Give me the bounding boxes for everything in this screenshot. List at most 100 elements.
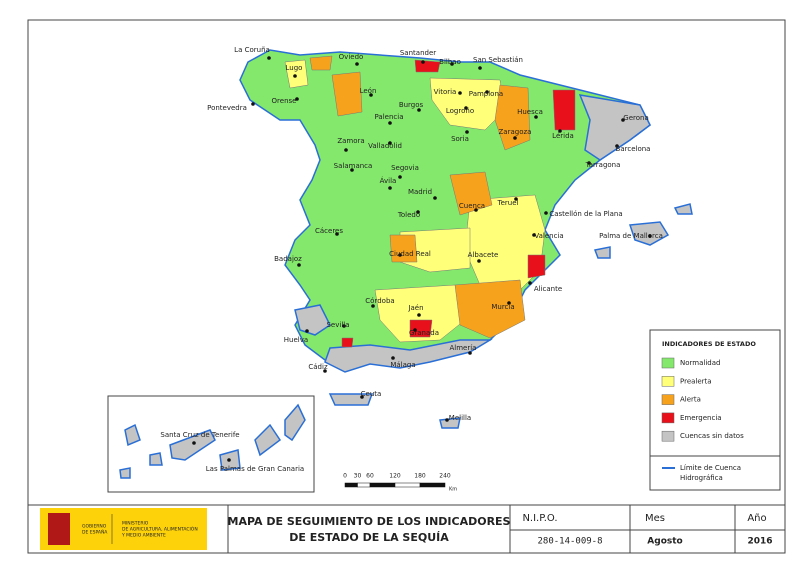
city-dot (391, 356, 395, 360)
city-dot (417, 313, 421, 317)
legend-swatch (661, 376, 675, 387)
city-label: Orense (272, 97, 297, 105)
city-dot (474, 208, 478, 212)
city-dot (468, 351, 472, 355)
city-label: Ceuta (361, 390, 382, 398)
city-dot (416, 210, 420, 214)
nipo-header: N.I.P.O. (522, 513, 557, 524)
city-dot (360, 395, 364, 399)
city-dot (388, 186, 392, 190)
city-label: Huelva (284, 336, 308, 344)
city-dot (544, 211, 548, 215)
city-label: Zaragoza (499, 128, 532, 136)
city-dot (342, 324, 346, 328)
city-dot (458, 91, 462, 95)
logo-text: Y MEDIO AMBIENTE (121, 533, 166, 539)
city-dot (513, 136, 517, 140)
month: Agosto (647, 537, 682, 547)
city-label: Cádiz (308, 363, 328, 371)
city-label: Toledo (397, 211, 420, 219)
city-dot (417, 108, 421, 112)
city-label: Albacete (468, 251, 499, 259)
city-label: Córdoba (365, 297, 394, 305)
city-dot (355, 62, 359, 66)
city-dot (514, 197, 518, 201)
city-dot (305, 329, 309, 333)
city-dot (445, 418, 449, 422)
scale-segment (344, 482, 358, 488)
nipo: 280-14-009-8 (537, 537, 602, 547)
scale-unit: Km (449, 487, 457, 493)
scale-segment (419, 482, 446, 488)
city-dot (335, 232, 339, 236)
year: 2016 (747, 537, 772, 547)
city-label: Madrid (408, 188, 432, 196)
canarias-inset (107, 395, 315, 493)
city-dot (293, 74, 297, 78)
spain (239, 49, 651, 373)
city-label: Ávila (380, 176, 397, 185)
year-header: Año (747, 513, 766, 524)
city-dot (558, 129, 562, 133)
city-label: Las Palmas de Gran Canaria (206, 465, 304, 473)
city-dot (465, 130, 469, 134)
legend-label: Cuencas sin datos (680, 432, 744, 440)
city-label: Castellón de la Plana (549, 210, 622, 218)
city-label: Gerona (623, 114, 648, 122)
city-dot (323, 369, 327, 373)
city-label: Barcelona (616, 145, 651, 153)
legend-label: Normalidad (680, 359, 720, 367)
city-label: Soria (451, 135, 469, 143)
city-dot (398, 253, 402, 257)
city-dot (227, 458, 231, 462)
city-dot (413, 328, 417, 332)
city-label: La Coruña (234, 46, 270, 54)
city-label: Lugo (286, 64, 303, 72)
city-label: Pontevedra (207, 104, 247, 112)
legend-title: INDICADORES DE ESTADO (662, 340, 756, 348)
city-label: Cuenca (459, 202, 485, 210)
city-label: Huesca (517, 108, 543, 116)
city-label: Tarragona (585, 161, 621, 169)
city-dot (192, 441, 196, 445)
city-dot (295, 97, 299, 101)
logo-text: GOBIERNO (82, 524, 107, 530)
city-dot (388, 141, 392, 145)
city-label: Alicante (534, 285, 562, 293)
legend-swatch (661, 394, 675, 405)
scale-tick-label: 240 (439, 473, 451, 480)
city-dot (371, 304, 375, 308)
city-dot (615, 144, 619, 148)
city-dot (388, 121, 392, 125)
scale-segment (357, 482, 371, 488)
legend-label: Alerta (680, 396, 701, 404)
basin-patches (284, 55, 576, 348)
logo-text: MINISTERIO (122, 521, 149, 527)
city-dot (648, 234, 652, 238)
city-label: Valladolid (368, 142, 402, 150)
city-dot (421, 60, 425, 64)
city-label: Teruel (497, 199, 519, 207)
legend-label: Hidrográfica (680, 474, 723, 482)
city-dot (251, 102, 255, 106)
scale-tick-label: 60 (366, 473, 374, 480)
city-dot (369, 93, 373, 97)
legend-swatch (661, 412, 675, 424)
city-label: Lérida (552, 132, 574, 140)
city-label: Murcia (491, 303, 514, 311)
city-dot (532, 233, 536, 237)
logo-text: DE ESPAÑA (82, 529, 108, 536)
logo-text: DE AGRICULTURA, ALIMENTACIÓN (122, 526, 198, 533)
month-header: Mes (645, 513, 665, 524)
city-dot (507, 301, 511, 305)
city-label: Salamanca (334, 162, 373, 170)
city-label: San Sebastián (473, 56, 523, 64)
city-label: Jaén (407, 304, 423, 312)
city-label: Vitoria (434, 88, 457, 96)
city-dot (464, 106, 468, 110)
city-label: Ciudad Real (389, 250, 431, 258)
legend-swatch (661, 430, 675, 442)
city-label: Santa Cruz de Tenerife (160, 431, 239, 439)
legend-label: Límite de Cuenca (680, 464, 741, 472)
